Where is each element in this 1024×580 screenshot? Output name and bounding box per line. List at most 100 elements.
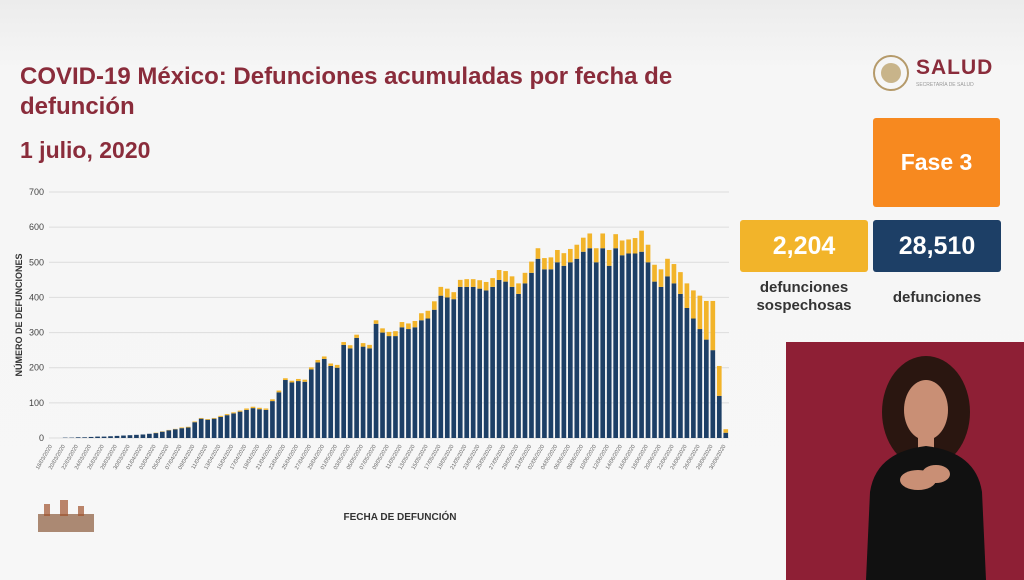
bar	[399, 327, 405, 438]
bar	[652, 281, 657, 438]
bar	[464, 279, 470, 287]
bar	[516, 293, 521, 438]
confirmed-value: 28,510	[873, 220, 1001, 272]
bar	[393, 336, 398, 438]
bar	[308, 369, 314, 438]
bar	[529, 272, 534, 438]
bar	[691, 318, 696, 438]
bar	[665, 276, 670, 438]
bar	[697, 295, 703, 330]
bar	[270, 401, 275, 438]
bar	[477, 288, 482, 438]
bar	[360, 343, 366, 347]
bar	[619, 255, 625, 438]
bar	[555, 249, 560, 263]
bar	[419, 320, 424, 438]
bar	[334, 367, 340, 438]
bar	[205, 419, 210, 438]
bar	[386, 331, 392, 337]
bar	[283, 380, 288, 438]
suspected-label: defunciones sospechosas	[756, 279, 852, 314]
bar	[412, 327, 418, 438]
bar	[250, 408, 256, 438]
bar	[153, 433, 159, 438]
bar	[568, 262, 573, 438]
bar	[406, 329, 411, 438]
bar	[231, 412, 236, 414]
bar	[308, 367, 314, 370]
logo-text: SALUD	[916, 56, 994, 79]
bar	[367, 348, 372, 438]
bar	[244, 409, 249, 438]
bar	[568, 248, 573, 263]
bar	[237, 411, 243, 438]
y-tick-label: 600	[29, 222, 44, 232]
bar	[613, 248, 618, 438]
bar	[244, 408, 249, 410]
phase-box: Fase 3	[873, 118, 1000, 207]
bar	[496, 279, 502, 438]
y-tick-label: 0	[39, 433, 44, 443]
bar	[321, 356, 327, 359]
bar	[444, 297, 450, 438]
bar	[205, 419, 210, 420]
bar	[425, 318, 431, 438]
bar	[302, 379, 308, 382]
bar	[114, 435, 120, 438]
bar	[626, 239, 631, 254]
bar	[198, 417, 204, 419]
bar	[360, 346, 366, 438]
bar	[347, 345, 353, 349]
bar	[380, 332, 385, 438]
bar	[639, 230, 644, 252]
footer-icon	[38, 500, 94, 532]
bar	[587, 233, 593, 249]
bar	[166, 430, 172, 438]
bar	[671, 283, 677, 438]
logo: SALUD SECRETARÍA DE SALUD	[872, 52, 1007, 97]
bar	[496, 270, 502, 280]
bar	[457, 279, 463, 287]
bar	[315, 359, 321, 363]
bar	[606, 249, 612, 266]
bar	[535, 258, 541, 438]
bar	[464, 286, 470, 438]
bar	[652, 264, 657, 282]
bar	[470, 286, 476, 438]
bar	[224, 415, 230, 438]
bar	[535, 248, 541, 259]
bar	[192, 421, 198, 423]
bar	[192, 422, 198, 438]
chart: NÚMERO DE DEFUNCIONES FECHA DE DEFUNCIÓN…	[13, 187, 729, 532]
bar	[419, 313, 424, 321]
bar	[716, 395, 722, 438]
bar	[82, 437, 87, 438]
bar	[289, 380, 295, 383]
bar	[671, 264, 677, 284]
bar	[354, 334, 359, 338]
bar	[665, 258, 670, 277]
bar	[477, 280, 482, 289]
bar	[276, 392, 282, 438]
bar	[432, 309, 437, 438]
bar	[347, 348, 353, 438]
bar	[723, 429, 729, 433]
bar	[658, 286, 664, 438]
bar	[211, 417, 217, 419]
bar	[555, 262, 560, 438]
bar	[296, 381, 301, 438]
bar	[341, 342, 346, 345]
bar	[185, 427, 191, 438]
bar	[483, 281, 489, 291]
bar	[574, 258, 580, 438]
bar	[522, 272, 528, 284]
bar	[483, 290, 489, 438]
bar	[704, 300, 709, 340]
bar	[315, 362, 321, 438]
bar	[684, 283, 690, 308]
bar	[438, 295, 444, 438]
y-axis-label: NÚMERO DE DEFUNCIONES	[13, 253, 24, 376]
bar	[127, 435, 133, 438]
y-tick-label: 700	[29, 187, 44, 197]
